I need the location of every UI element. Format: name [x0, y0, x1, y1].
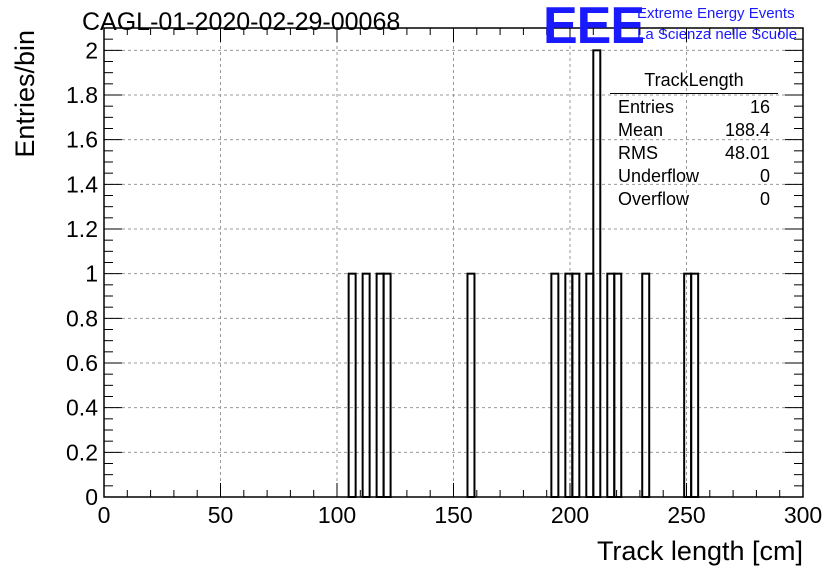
stats-row-overflow: Overflow 0	[610, 188, 778, 211]
stats-label: Overflow	[618, 189, 690, 209]
run-title: CAGL-01-2020-02-29-00068	[82, 8, 401, 36]
x-tick-label: 100	[318, 502, 356, 528]
histogram-bar	[571, 272, 581, 498]
y-tick-label: 1.4	[66, 171, 98, 197]
stats-row-underflow: Underflow 0	[610, 165, 778, 188]
histogram-bar	[347, 272, 357, 498]
x-tick-label: 150	[434, 502, 472, 528]
y-tick-label: 0	[85, 484, 98, 510]
x-tick-label: 300	[784, 502, 822, 528]
eee-logo: EEE	[543, 0, 645, 55]
y-tick-label: 0.8	[66, 305, 98, 331]
histogram-bar	[550, 272, 560, 498]
stats-box-title: TrackLength	[610, 70, 778, 94]
histogram-bar	[683, 272, 693, 498]
histogram-bar	[613, 272, 623, 498]
stats-value: 0	[759, 189, 770, 209]
histogram-bar	[361, 272, 371, 498]
x-axis-label: Track length [cm]	[597, 536, 803, 566]
stats-value: 0	[759, 166, 770, 186]
y-tick-label: 0.2	[66, 439, 98, 465]
y-tick-label: 0.6	[66, 350, 98, 376]
stats-row-entries: Entries 16	[610, 96, 778, 119]
y-tick-label: 1.6	[66, 127, 98, 153]
histogram-bar	[466, 272, 476, 498]
y-tick-label: 0.4	[66, 395, 98, 421]
stats-box: TrackLength Entries 16 Mean 188.4 RMS 48…	[610, 70, 778, 211]
stats-row-mean: Mean 188.4	[610, 119, 778, 142]
x-tick-label: 50	[208, 502, 234, 528]
x-tick-label: 200	[551, 502, 589, 528]
histogram-bar	[606, 272, 616, 498]
logo-line-1: Extreme Energy Events	[637, 5, 795, 22]
y-tick-label: 1	[85, 261, 98, 287]
logo-line-2: La Scienza nelle Scuole	[637, 26, 798, 43]
y-tick-label: 2	[85, 37, 98, 63]
histogram-bar	[564, 272, 574, 498]
logo-caption: Extreme Energy Events La Scienza nelle S…	[637, 3, 797, 45]
stats-value: 16	[749, 97, 770, 117]
y-tick-label: 1.8	[66, 82, 98, 108]
stats-value: 188.4	[724, 120, 770, 140]
x-tick-label: 0	[98, 502, 111, 528]
histogram-bar	[375, 272, 385, 498]
histogram-bar	[690, 272, 700, 498]
stats-label: Entries	[618, 97, 675, 117]
histogram-bar	[585, 272, 595, 498]
y-tick-label: 1.2	[66, 216, 98, 242]
stats-label: RMS	[618, 143, 658, 163]
x-tick-label: 250	[667, 502, 705, 528]
stats-value: 48.01	[724, 143, 770, 163]
stats-label: Mean	[618, 120, 664, 140]
histogram-bar	[641, 272, 651, 498]
stats-label: Underflow	[618, 166, 700, 186]
stats-row-rms: RMS 48.01	[610, 142, 778, 165]
histogram-bar	[382, 272, 392, 498]
y-axis-label: Entries/bin	[10, 30, 40, 158]
